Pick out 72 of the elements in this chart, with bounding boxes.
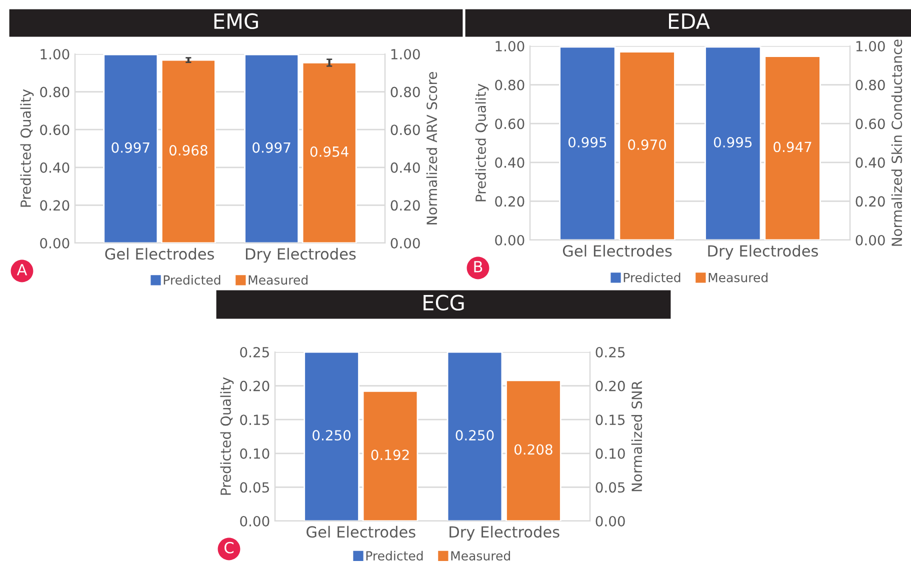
legend-label: Measured [451,550,510,561]
x-tick-label: Gel Electrodes [562,244,672,257]
y-tick-label: 0.05 [240,482,269,493]
y2-tick-label: 0.80 [390,86,420,98]
y-tick-label: 1.00 [40,48,70,60]
legend-label: Predicted [164,275,220,285]
chart-title: EDA [669,14,710,29]
y2-tick-label: 1.00 [391,48,420,60]
y-axis-title: Predicted Quality [475,84,489,202]
y2-axis-title: Normalized ARV Score [426,72,438,224]
legend-label: Predicted [366,550,423,561]
y2-tick-label: 0.20 [856,196,885,207]
y2-tick-label: 0.80 [856,80,885,90]
y-tick-label: 0.60 [40,124,70,136]
data-label: 0.997 [112,142,150,153]
y2-tick-label: 0.15 [596,414,625,426]
y2-tick-label: 0.00 [596,516,625,526]
y2-tick-label: 1.00 [856,40,885,52]
x-tick-label: Gel Electrodes [306,526,416,538]
data-label: 0.208 [514,444,552,455]
y-tick-label: 0.60 [495,118,524,130]
text: B [474,261,482,272]
y2-tick-label: 0.00 [856,234,885,246]
x-tick-label: Dry Electrodes [450,526,560,541]
y2-tick-label: 0.20 [390,200,420,211]
text: C [224,542,234,554]
y-tick-label: 0.00 [240,516,270,526]
y2-tick-label: 0.40 [856,157,885,168]
y-tick-label: 0.00 [40,238,70,248]
y-tick-label: 0.10 [240,448,270,459]
legend-label: Measured [708,272,768,282]
y-tick-label: 0.40 [40,162,70,173]
data-label: 0.968 [169,145,208,156]
x-tick-label: Dry Electrodes [708,244,818,260]
y-tick-label: 0.20 [495,196,524,207]
y-tick-label: 0.15 [240,414,269,426]
y-tick-label: 0.80 [40,86,70,98]
y2-tick-label: 0.60 [856,118,885,130]
legend-label: Measured [248,275,308,285]
y2-tick-label: 0.05 [596,482,625,493]
chart-title: EMG [214,13,258,30]
y2-tick-label: 0.25 [596,346,625,358]
legend-label: Predicted [624,272,680,282]
x-tick-label: Dry Electrodes [246,248,356,263]
data-label: 0.250 [456,430,494,441]
y2-axis-title: Normalized SNR [631,380,642,492]
y2-tick-label: 0.60 [390,124,420,136]
data-label: 0.250 [312,430,351,441]
data-label: 0.997 [252,142,290,153]
x-tick-label: Gel Electrodes [105,248,214,260]
y2-tick-label: 0.10 [596,448,625,459]
y2-tick-label: 0.40 [390,162,420,173]
data-label: 0.947 [774,142,812,152]
data-label: 0.970 [628,139,666,150]
y-tick-label: 0.80 [495,80,524,90]
y2-tick-label: 0.00 [390,238,420,248]
y-tick-label: 0.00 [495,234,524,246]
chart-title: ECG [424,294,464,311]
data-label: 0.192 [371,450,409,460]
y-tick-label: 0.20 [240,380,270,392]
y-axis-title: Predicted Quality [20,89,34,207]
y-axis-title: Predicted Quality [220,377,234,495]
y-tick-label: 0.40 [495,157,524,168]
data-label: 0.954 [310,146,348,157]
y-tick-label: 1.00 [496,40,524,52]
data-label: 0.995 [714,137,752,148]
y-tick-label: 0.20 [40,200,70,211]
y2-tick-label: 0.20 [596,380,625,392]
data-label: 0.995 [568,137,606,148]
y2-axis-title: Normalized Skin Conductance [891,40,902,246]
y-tick-label: 0.25 [240,346,269,358]
text: A [16,264,28,276]
